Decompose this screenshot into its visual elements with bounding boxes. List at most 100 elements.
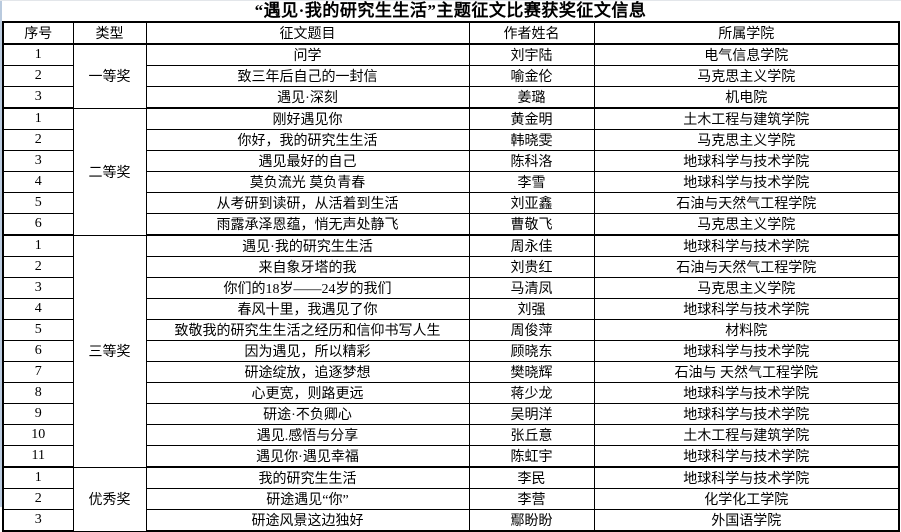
cell-no: 2 [2, 256, 74, 278]
cell-title: 遇见最好的自己 [145, 150, 470, 172]
cell-author: 蒋少龙 [468, 382, 595, 404]
cell-author: 喻金伦 [468, 65, 595, 87]
cell-college: 地球科学与技术学院 [593, 445, 900, 468]
awards-table: 序号 类型 征文题目 作者姓名 所属学院 1 一等奖 问学 刘宇陆 电气信息学院 2 致三年… [2, 21, 900, 532]
cell-title: 研途遇见“你” [145, 488, 470, 510]
cell-title: 春风十里，我遇见了你 [145, 298, 470, 320]
cell-college: 石油与天然气工程学院 [593, 192, 900, 214]
cell-college: 地球科学与技术学院 [593, 382, 900, 404]
cell-author: 陈科洛 [468, 150, 595, 172]
cell-author: 李营 [468, 488, 595, 510]
table-row: 3 遇见·深刻 姜璐 机电院 [2, 86, 900, 109]
cell-author: 黄金明 [468, 107, 595, 130]
cell-title: 研途·不负卿心 [145, 403, 470, 425]
header-row: 序号 类型 征文题目 作者姓名 所属学院 [2, 21, 900, 45]
cell-type: 优秀奖 [72, 466, 147, 532]
cell-no: 9 [2, 403, 74, 425]
cell-no: 3 [2, 509, 74, 532]
cell-college: 石油与 天然气工程学院 [593, 361, 900, 383]
cell-college: 土木工程与建筑学院 [593, 424, 900, 446]
col-header-no: 序号 [2, 21, 74, 45]
cell-no: 2 [2, 65, 74, 87]
cell-title: 遇见.感悟与分享 [145, 424, 470, 446]
cell-title: 你好，我的研究生生活 [145, 129, 470, 151]
table-row: 1 优秀奖 我的研究生生活 李民 地球科学与技术学院 [2, 466, 900, 532]
cell-author: 李雪 [468, 171, 595, 193]
col-header-title: 征文题目 [145, 21, 470, 45]
cell-author: 张丘意 [468, 424, 595, 446]
cell-no: 1 [2, 43, 74, 66]
cell-type: 三等奖 [72, 234, 147, 468]
cell-no: 2 [2, 129, 74, 151]
cell-college: 地球科学与技术学院 [593, 298, 900, 320]
cell-title: 因为遇见，所以精彩 [145, 340, 470, 362]
cell-no: 1 [2, 234, 74, 257]
cell-author: 陈虹宇 [468, 445, 595, 468]
table-row: 1 三等奖 遇见·我的研究生生活 周永佳地球科学与技术学院 [2, 234, 900, 468]
cell-no: 3 [2, 86, 74, 109]
cell-author: 马清凤 [468, 277, 595, 299]
cell-no: 7 [2, 361, 74, 383]
table-row: 2 来自象牙塔的我 刘贵红 石油与天然气工程学院 [2, 256, 900, 278]
cell-college: 地球科学与技术学院 [593, 150, 900, 172]
cell-title: 雨露承泽恩蕴，悄无声处静飞 [145, 213, 470, 236]
cell-no: 6 [2, 213, 74, 236]
cell-title: 你们的18岁——24岁的我们 [145, 277, 470, 299]
cell-title: 从考研到读研，从活着到生活 [145, 192, 470, 214]
cell-author: 樊晓辉 [468, 361, 595, 383]
cell-college: 土木工程与建筑学院 [593, 107, 900, 130]
cell-author: 顾晓东 [468, 340, 595, 362]
cell-author: 曹敬飞 [468, 213, 595, 236]
cell-no: 4 [2, 171, 74, 193]
cell-college: 马克思主义学院 [593, 277, 900, 299]
cell-author: 刘贵红 [468, 256, 595, 278]
cell-author: 周俊萍 [468, 319, 595, 341]
cell-title: 遇见你·遇见幸福 [145, 445, 470, 468]
cell-no: 5 [2, 319, 74, 341]
cell-title: 莫负流光 莫负青春 [145, 171, 470, 193]
cell-college: 电气信息学院 [593, 43, 900, 66]
col-header-college: 所属学院 [593, 21, 900, 45]
cell-author: 李民 [468, 466, 595, 489]
table-row: 6 雨露承泽恩蕴，悄无声处静飞 曹敬飞 马克思主义学院 [2, 213, 900, 236]
cell-title: 遇见·我的研究生生活 [145, 234, 470, 257]
cell-college: 外国语学院 [593, 509, 900, 532]
cell-college: 地球科学与技术学院 [593, 403, 900, 425]
table-row: 1 二等奖 刚好遇见你 黄金明 土木工程与建筑学院 [2, 107, 900, 236]
cell-college: 马克思主义学院 [593, 213, 900, 236]
cell-author: 刘宇陆 [468, 43, 595, 66]
cell-type: 二等奖 [72, 107, 147, 236]
cell-college: 地球科学与技术学院 [593, 340, 900, 362]
cell-author: 韩晓雯 [468, 129, 595, 151]
table-row: 2 研途遇见“你” 李营 化学化工学院 [2, 488, 900, 510]
cell-no: 6 [2, 340, 74, 362]
col-header-author: 作者姓名 [468, 21, 595, 45]
cell-college: 机电院 [593, 86, 900, 109]
table-row: 11 遇见你·遇见幸福 陈虹宇 地球科学与技术学院 [2, 445, 900, 468]
cell-college: 化学化工学院 [593, 488, 900, 510]
table-body: 1 一等奖 问学 刘宇陆 电气信息学院 2 致三年后自己的一封信 喻金伦 马克思主义学院 3 遇见·… [2, 43, 900, 532]
cell-author: 吴明洋 [468, 403, 595, 425]
cell-college: 石油与天然气工程学院 [593, 256, 900, 278]
cell-college: 马克思主义学院 [593, 65, 900, 87]
table-row: 3 你们的18岁——24岁的我们 马清凤 马克思主义学院 [2, 277, 900, 299]
cell-author: 刘强 [468, 298, 595, 320]
table-row: 2 致三年后自己的一封信 喻金伦 马克思主义学院 [2, 65, 900, 87]
cell-author: 周永佳 [468, 234, 595, 257]
screenshot-top-edge [0, 0, 901, 1]
cell-no: 4 [2, 298, 74, 320]
cell-type: 一等奖 [72, 43, 147, 109]
cell-no: 5 [2, 192, 74, 214]
cell-title: 研途风景这边独好 [145, 509, 470, 532]
cell-no: 1 [2, 466, 74, 489]
cell-college: 地球科学与技术学院 [593, 466, 900, 489]
screenshot-left-edge [0, 0, 2, 507]
cell-title: 心更宽，则路更远 [145, 382, 470, 404]
cell-no: 1 [2, 107, 74, 130]
cell-title: 问学 [145, 43, 470, 66]
cell-college: 材料院 [593, 319, 900, 341]
cell-author: 鄢盼盼 [468, 509, 595, 532]
table-row: 7 研途绽放，追逐梦想 樊晓辉 石油与 天然气工程学院 [2, 361, 900, 383]
cell-no: 10 [2, 424, 74, 446]
